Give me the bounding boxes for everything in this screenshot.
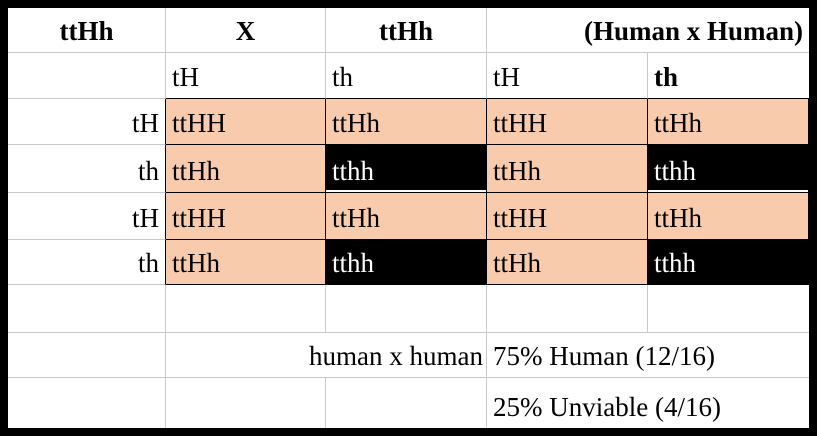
empty-cell[interactable] [8, 285, 166, 333]
empty-cell[interactable] [166, 378, 326, 428]
punnett-row: tH ttHH ttHh ttHH ttHh [8, 99, 810, 145]
punnett-cell[interactable]: ttHh [326, 193, 487, 240]
parent1-genotype[interactable]: ttHh [8, 8, 166, 53]
empty-cell[interactable] [326, 378, 487, 428]
punnett-cell[interactable]: ttHH [487, 193, 648, 240]
empty-cell[interactable] [8, 333, 166, 378]
punnett-row: th ttHh tthh ttHh tthh [8, 240, 810, 285]
cross-summary-label[interactable]: human x human [166, 333, 487, 378]
row-gamete[interactable]: tH [8, 193, 166, 240]
row-gamete[interactable]: tH [8, 99, 166, 145]
punnett-cell[interactable]: tthh [648, 145, 810, 193]
punnett-cell[interactable]: ttHh [326, 99, 487, 145]
punnett-cell[interactable]: ttHh [166, 145, 326, 193]
punnett-cell[interactable]: ttHh [487, 145, 648, 193]
punnett-cell[interactable]: ttHh [487, 240, 648, 285]
col-gamete[interactable]: tH [487, 53, 648, 99]
punnett-cell[interactable]: tthh [648, 240, 810, 285]
punnett-cell[interactable]: ttHh [166, 240, 326, 285]
cross-title[interactable]: (Human x Human) [487, 8, 810, 53]
cross-symbol[interactable]: X [166, 8, 326, 53]
punnett-cell[interactable]: tthh [326, 240, 487, 285]
parent2-genotype[interactable]: ttHh [326, 8, 487, 53]
row-gamete[interactable]: th [8, 145, 166, 193]
empty-cell[interactable] [8, 378, 166, 428]
punnett-row: tH ttHH ttHh ttHH ttHh [8, 193, 810, 240]
empty-cell[interactable] [166, 285, 326, 333]
punnett-cell[interactable]: ttHh [648, 99, 810, 145]
unviable-percentage[interactable]: 25% Unviable (4/16) [493, 392, 721, 423]
empty-cell[interactable] [487, 285, 648, 333]
summary-row-2: 25% Unviable (4/16) [8, 378, 809, 428]
col-gamete[interactable]: th [648, 53, 810, 99]
empty-cell[interactable] [326, 285, 487, 333]
punnett-cell[interactable]: ttHH [166, 99, 326, 145]
punnett-cell[interactable]: ttHH [487, 99, 648, 145]
punnett-row: th ttHh tthh ttHh tthh [8, 145, 810, 193]
row-gamete[interactable]: th [8, 240, 166, 285]
title-row: ttHh X ttHh (Human x Human) [8, 8, 810, 53]
punnett-cell[interactable]: ttHh [648, 193, 810, 240]
col-gamete[interactable]: th [326, 53, 487, 99]
col-gametes-row: tH th tH th [8, 53, 810, 99]
empty-cell[interactable] [8, 53, 166, 99]
punnett-cell[interactable]: ttHH [166, 193, 326, 240]
spacer-row [8, 285, 810, 333]
punnett-cell[interactable]: tthh [326, 145, 487, 193]
col-gamete[interactable]: tH [166, 53, 326, 99]
human-percentage[interactable]: 75% Human (12/16) [487, 333, 810, 378]
summary-row-1: human x human 75% Human (12/16) [8, 333, 810, 378]
empty-cell[interactable] [648, 285, 810, 333]
